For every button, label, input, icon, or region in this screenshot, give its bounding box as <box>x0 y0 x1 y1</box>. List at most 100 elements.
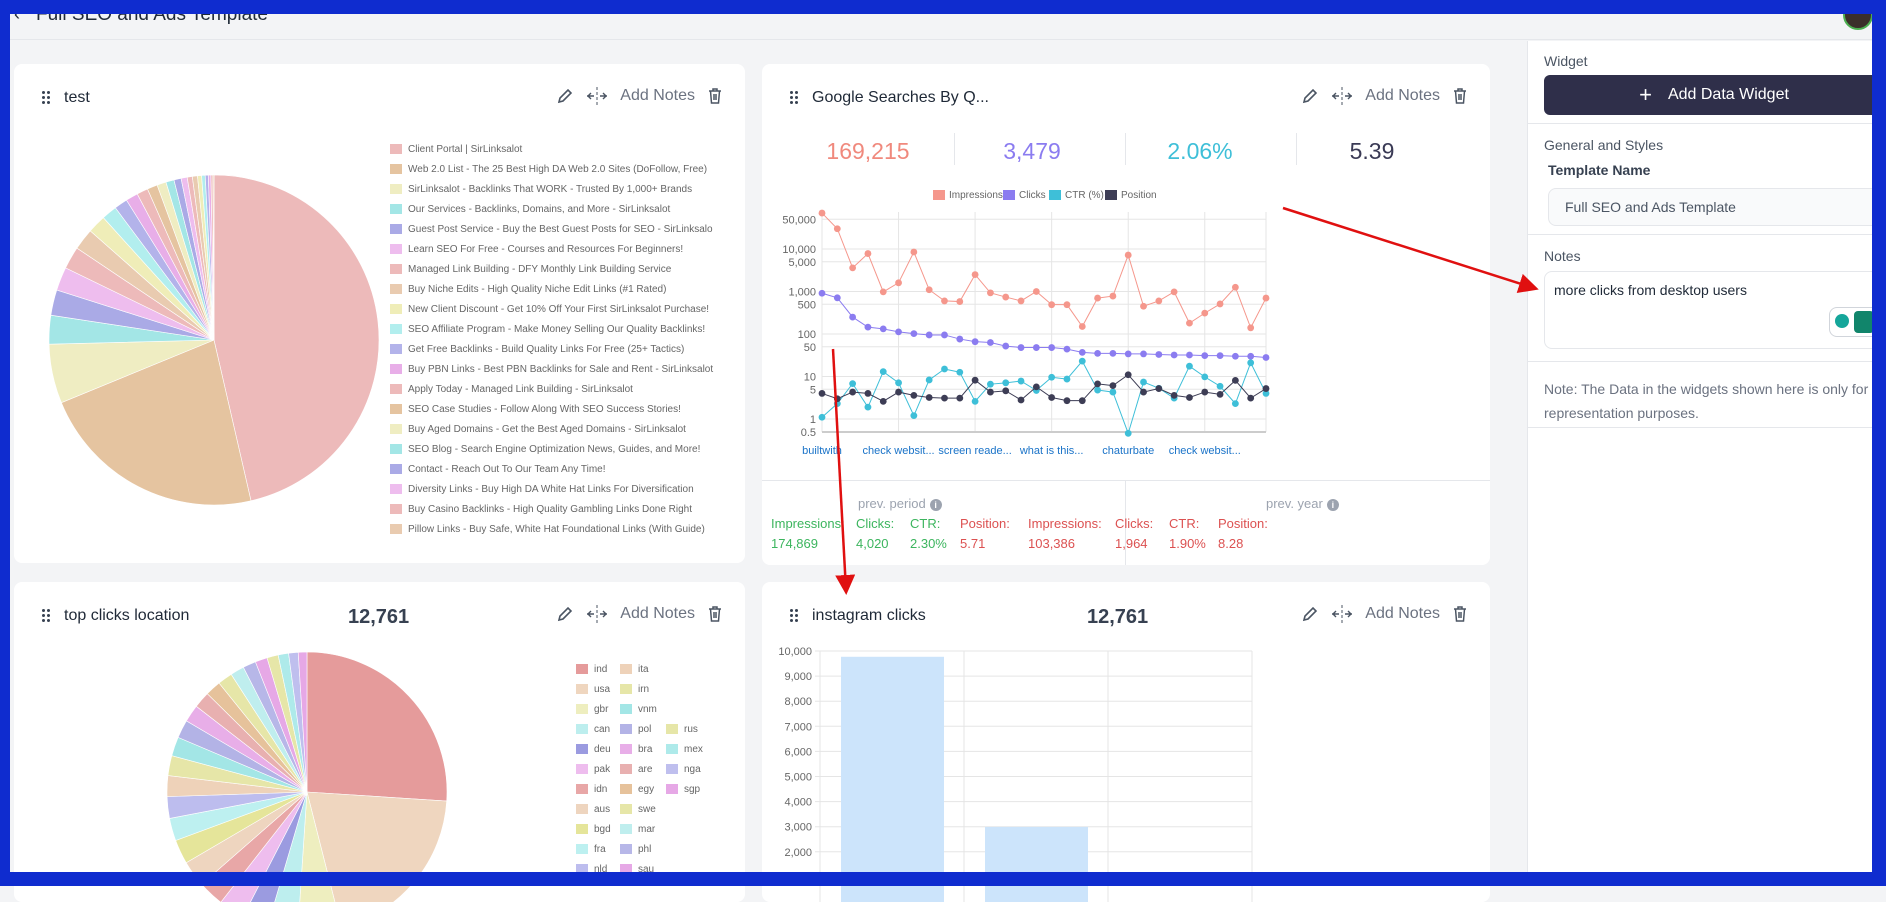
legend-item[interactable]: Guest Post Service - Buy the Best Guest … <box>390 224 713 235</box>
data-point <box>879 325 887 333</box>
legend-item[interactable]: bgd <box>576 824 611 835</box>
legend-item[interactable]: Our Services - Backlinks, Domains, and M… <box>390 204 670 215</box>
data-point <box>1032 344 1040 351</box>
trash-icon[interactable] <box>1452 87 1468 105</box>
legend-item[interactable]: aus <box>576 804 610 815</box>
legend-item[interactable]: Get Free Backlinks - Build Quality Links… <box>390 344 684 355</box>
chevron-left-icon[interactable]: ‹ <box>14 4 20 24</box>
data-point <box>1140 388 1147 396</box>
grammarly-widget[interactable] <box>1829 307 1874 337</box>
legend-item[interactable]: Managed Link Building - DFY Monthly Link… <box>390 264 671 275</box>
legend-item[interactable]: pol <box>620 724 651 735</box>
legend-item[interactable]: usa <box>576 684 610 695</box>
legend-item[interactable]: Position <box>1105 190 1157 201</box>
add-notes-button[interactable]: Add Notes <box>620 605 695 622</box>
legend-item[interactable]: fra <box>576 844 606 855</box>
legend-item[interactable]: ind <box>576 664 607 675</box>
drag-handle-icon[interactable] <box>790 91 798 105</box>
compare-label: Impressions: <box>771 516 845 531</box>
drag-handle-icon[interactable] <box>42 609 50 623</box>
legend-item[interactable]: can <box>576 724 610 735</box>
grammarly-icon[interactable] <box>1854 311 1874 333</box>
pencil-icon[interactable] <box>1301 605 1319 623</box>
data-point <box>1231 400 1239 408</box>
data-point <box>987 339 994 346</box>
legend-item[interactable]: CTR (%) <box>1049 190 1104 201</box>
resize-icon[interactable] <box>586 86 608 106</box>
trash-icon[interactable] <box>707 87 723 105</box>
data-point <box>879 288 887 296</box>
legend-item[interactable]: egy <box>620 784 654 795</box>
legend-item[interactable]: Clicks <box>1003 190 1046 201</box>
legend-item[interactable]: Learn SEO For Free - Courses and Resourc… <box>390 244 683 255</box>
legend-label: Impressions <box>949 190 1003 201</box>
legend-item[interactable]: Web 2.0 List - The 25 Best High DA Web 2… <box>390 164 707 175</box>
legend-item[interactable]: bra <box>620 744 652 755</box>
info-icon[interactable]: i <box>929 499 942 511</box>
data-point <box>987 388 994 396</box>
drag-handle-icon[interactable] <box>790 609 798 623</box>
legend-item[interactable]: sau <box>620 864 654 875</box>
legend-item[interactable]: idn <box>576 784 607 795</box>
data-point <box>818 209 826 217</box>
legend-item[interactable]: rus <box>666 724 698 735</box>
add-notes-button[interactable]: Add Notes <box>620 87 695 104</box>
legend-item[interactable]: SirLinksalot - Backlinks That WORK - Tru… <box>390 184 692 195</box>
legend-item[interactable]: Apply Today - Managed Link Building - Si… <box>390 384 633 395</box>
lightbulb-icon[interactable] <box>1835 314 1849 328</box>
legend-item[interactable]: Diversity Links - Buy High DA White Hat … <box>390 484 694 495</box>
legend-item[interactable]: Buy PBN Links - Best PBN Backlinks for S… <box>390 364 713 375</box>
info-icon[interactable]: i <box>1326 499 1339 511</box>
legend-item[interactable]: gbr <box>576 704 608 715</box>
pencil-icon[interactable] <box>556 87 574 105</box>
legend-item[interactable]: New Client Discount - Get 10% Off Your F… <box>390 304 709 315</box>
data-point <box>1017 377 1025 385</box>
legend-label: fra <box>594 844 606 855</box>
legend-item[interactable]: nga <box>666 764 701 775</box>
legend-item[interactable]: Client Portal | SirLinksalot <box>390 144 522 155</box>
legend-item[interactable]: mar <box>620 824 655 835</box>
resize-icon[interactable] <box>1331 86 1353 106</box>
y-tick-label: 2,000 <box>784 847 812 859</box>
legend-item[interactable]: Buy Niche Edits - High Quality Niche Edi… <box>390 284 666 295</box>
legend-item[interactable]: swe <box>620 804 656 815</box>
add-notes-button[interactable]: Add Notes <box>1365 605 1440 622</box>
legend-item[interactable]: mex <box>666 744 703 755</box>
resize-icon[interactable] <box>1331 604 1353 624</box>
drag-handle-icon[interactable] <box>42 91 50 105</box>
legend-swatch <box>390 384 402 395</box>
legend-label: SEO Affiliate Program - Make Money Selli… <box>408 324 706 335</box>
legend-item[interactable]: Pillow Links - Buy Safe, White Hat Found… <box>390 524 705 535</box>
legend-item[interactable]: nld <box>576 864 607 875</box>
legend-item[interactable]: Contact - Reach Out To Our Team Any Time… <box>390 464 606 475</box>
add-notes-button[interactable]: Add Notes <box>1365 87 1440 104</box>
pencil-icon[interactable] <box>1301 87 1319 105</box>
legend-item[interactable]: are <box>620 764 652 775</box>
legend-item[interactable]: ita <box>620 664 649 675</box>
legend-item[interactable]: Buy Casino Backlinks - High Quality Gamb… <box>390 504 692 515</box>
legend-item[interactable]: SEO Affiliate Program - Make Money Selli… <box>390 324 705 335</box>
legend-item[interactable]: deu <box>576 744 611 755</box>
x-tick-label: what is this... <box>1019 445 1084 457</box>
legend-item[interactable]: vnm <box>620 704 657 715</box>
widget-label: Widget <box>1544 53 1588 69</box>
legend-item[interactable]: sgp <box>666 784 700 795</box>
compare-value: 4,020 <box>856 536 889 551</box>
legend-item[interactable]: SEO Case Studies - Follow Along With SEO… <box>390 404 681 415</box>
legend-item[interactable]: pak <box>576 764 610 775</box>
legend-item[interactable]: Impressions <box>933 190 1003 201</box>
trash-icon[interactable] <box>707 605 723 623</box>
compare-value: 103,386 <box>1028 536 1075 551</box>
legend-item[interactable]: Buy Aged Domains - Get the Best Aged Dom… <box>390 424 686 435</box>
legend-item[interactable]: phl <box>620 844 651 855</box>
pencil-icon[interactable] <box>556 605 574 623</box>
trash-icon[interactable] <box>1452 605 1468 623</box>
bar <box>841 656 944 902</box>
legend-item[interactable]: SEO Blog - Search Engine Optimization Ne… <box>390 444 700 455</box>
template-name-input[interactable]: Full SEO and Ads Template <box>1548 188 1886 226</box>
resize-icon[interactable] <box>586 604 608 624</box>
legend-label: SEO Blog - Search Engine Optimization Ne… <box>408 444 701 455</box>
legend-item[interactable]: irn <box>620 684 649 695</box>
add-data-widget-button[interactable]: + Add Data Widget <box>1544 75 1884 115</box>
legend-label: can <box>594 724 611 735</box>
